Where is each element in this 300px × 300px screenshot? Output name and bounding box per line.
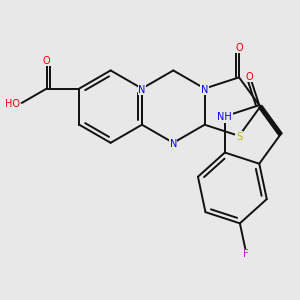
Text: NH: NH: [218, 112, 232, 122]
Text: O: O: [246, 72, 253, 82]
Text: S: S: [236, 132, 242, 142]
Text: F: F: [244, 249, 249, 260]
Text: N: N: [138, 85, 146, 94]
Text: N: N: [169, 139, 177, 149]
Text: N: N: [201, 85, 208, 94]
Text: O: O: [235, 43, 243, 52]
Text: HO: HO: [5, 99, 20, 109]
Text: O: O: [43, 56, 50, 66]
